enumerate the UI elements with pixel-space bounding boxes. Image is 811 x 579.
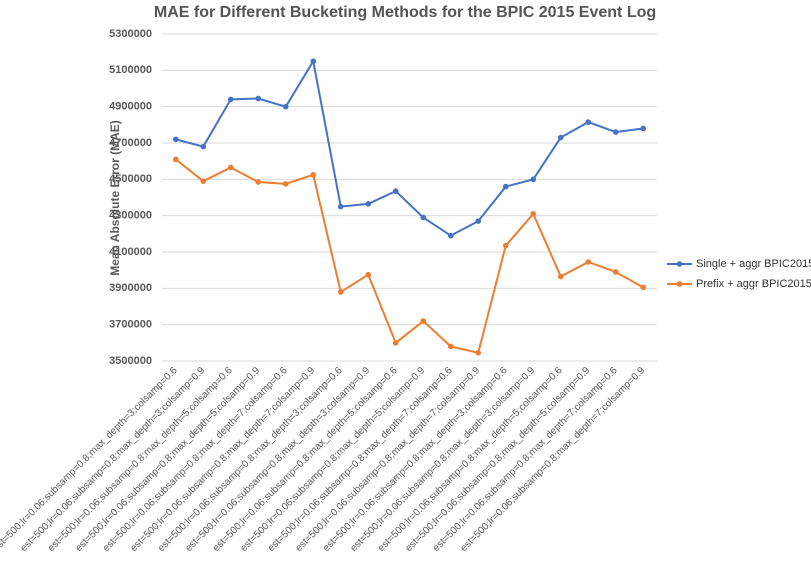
legend-label: Single + aggr BPIC2015 — [696, 258, 811, 270]
data-point — [530, 211, 537, 217]
data-point — [640, 284, 647, 291]
data-point — [447, 343, 454, 350]
legend-marker — [676, 261, 683, 267]
data-point — [502, 183, 509, 190]
data-point — [557, 273, 564, 280]
data-point — [310, 58, 317, 65]
y-tick-label: 4900000 — [109, 101, 152, 113]
data-point — [337, 203, 344, 210]
y-tick-label: 3900000 — [109, 282, 152, 294]
data-point — [420, 214, 427, 221]
data-point — [365, 201, 372, 207]
data-point — [282, 103, 289, 110]
data-point — [530, 176, 537, 183]
data-point — [255, 179, 262, 185]
data-point — [392, 340, 399, 346]
data-point — [392, 188, 399, 194]
y-tick-label: 3700000 — [109, 319, 152, 331]
data-point — [227, 96, 234, 103]
data-point — [337, 289, 344, 295]
data-point — [502, 242, 509, 249]
series-line — [175, 158, 644, 355]
chart-title: MAE for Different Bucketing Methods for … — [154, 4, 656, 21]
data-point — [612, 129, 619, 135]
data-point — [255, 95, 262, 102]
data-point — [172, 136, 179, 143]
data-point — [227, 164, 234, 171]
data-point — [447, 232, 454, 239]
y-tick-label: 4700000 — [109, 137, 152, 149]
data-point — [282, 181, 289, 187]
y-tick-label: 4300000 — [109, 210, 152, 222]
data-point — [365, 271, 372, 278]
data-point — [585, 119, 592, 125]
data-point — [612, 269, 619, 275]
data-point — [172, 156, 179, 163]
data-point — [585, 259, 592, 265]
y-tick-label: 4500000 — [109, 173, 152, 185]
data-point — [475, 218, 482, 224]
data-point — [310, 171, 317, 178]
data-point — [200, 143, 207, 150]
data-point — [475, 350, 482, 356]
y-tick-label: 4100000 — [109, 246, 152, 258]
y-tick-label: 3500000 — [109, 355, 152, 367]
y-tick-label: 5100000 — [109, 64, 152, 76]
legend-marker — [676, 281, 683, 287]
data-point — [200, 178, 207, 184]
series-line — [175, 58, 644, 237]
data-point — [640, 125, 647, 132]
data-point — [557, 134, 564, 141]
y-tick-label: 5300000 — [109, 28, 152, 40]
data-point — [420, 318, 427, 324]
y-axis-title: Mean Absolute Error (MAE) — [108, 120, 122, 276]
legend-label: Prefix + aggr BPIC2015 — [696, 278, 811, 290]
